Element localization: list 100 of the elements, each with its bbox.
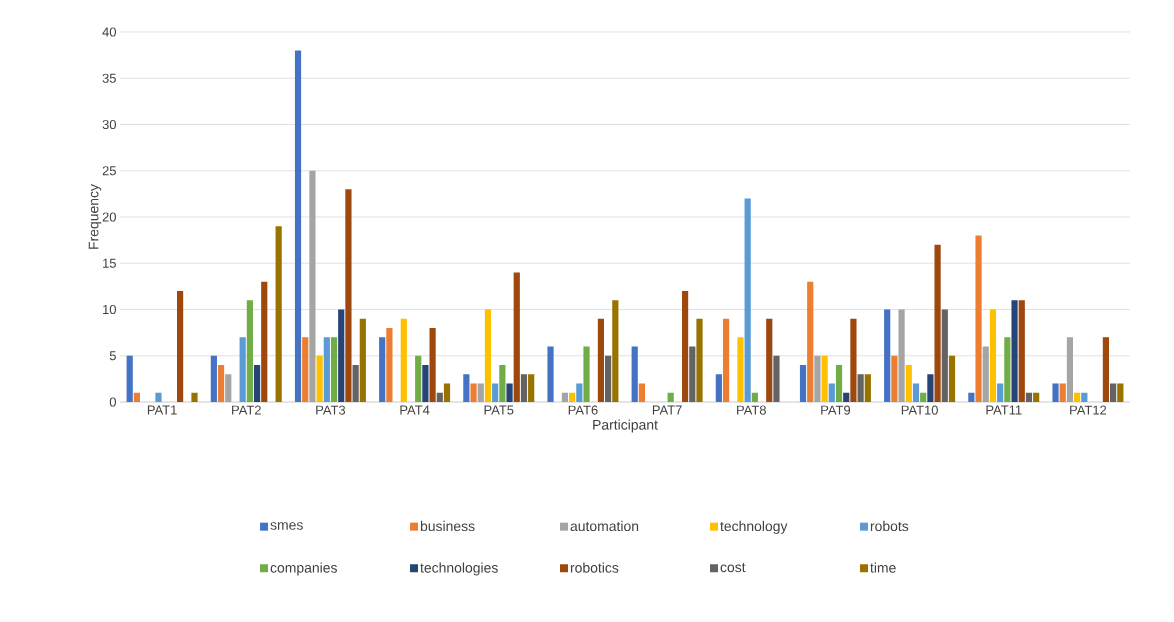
bar [359, 318, 366, 402]
bar [547, 346, 554, 402]
bar [941, 309, 948, 402]
bar [715, 374, 722, 402]
bar [1052, 383, 1059, 402]
bar [1074, 392, 1081, 402]
x-tick-label: PAT10 [901, 405, 938, 415]
bar [155, 392, 162, 402]
y-axis-title: Frequency [88, 184, 102, 249]
bar [253, 364, 261, 402]
bar [302, 337, 309, 402]
legend-label: cost [720, 563, 746, 573]
bar [773, 355, 780, 402]
y-tick-label: 25 [102, 166, 116, 176]
bar [997, 383, 1004, 402]
bar [126, 355, 133, 402]
bar [989, 309, 997, 402]
bar [576, 383, 583, 402]
y-tick-label: 20 [102, 212, 116, 222]
bar [520, 374, 528, 402]
y-tick-label: 40 [102, 27, 116, 37]
bar [463, 374, 470, 402]
bar [631, 346, 638, 402]
bar [934, 244, 941, 402]
x-tick-label: PAT11 [986, 405, 1022, 415]
bar [920, 392, 927, 402]
bar [744, 198, 751, 402]
bar [1117, 383, 1124, 402]
bar [948, 355, 956, 402]
bar [891, 355, 898, 402]
bar [843, 392, 850, 402]
y-tick-label: 5 [109, 351, 116, 361]
bar [225, 374, 232, 402]
bar [1004, 337, 1011, 402]
bar [905, 364, 912, 402]
bar [569, 392, 576, 402]
y-tick-label: 0 [109, 397, 116, 407]
bar [386, 327, 393, 402]
bar [239, 337, 246, 402]
bar [261, 281, 268, 402]
bar [696, 318, 703, 402]
bar [470, 383, 477, 402]
legend-label: technology [720, 520, 788, 534]
y-tick-label: 10 [103, 304, 116, 315]
bar [330, 337, 338, 402]
legend-label: smes [270, 522, 303, 530]
bar [766, 318, 773, 402]
bar [338, 309, 345, 402]
bar [722, 318, 730, 402]
bar [1066, 337, 1074, 402]
bar [927, 374, 934, 402]
bar [597, 318, 605, 402]
bar [857, 374, 864, 402]
bar [484, 309, 492, 402]
bar [638, 383, 645, 402]
bar [275, 226, 282, 402]
y-tick-label: 15 [103, 258, 116, 268]
legend-label: companies [270, 562, 337, 576]
bar [583, 346, 590, 402]
bar [415, 355, 422, 402]
bar [499, 364, 506, 402]
bar [799, 364, 807, 402]
bar [835, 364, 843, 402]
bar [1011, 300, 1018, 402]
bar [1059, 383, 1066, 402]
bar [561, 392, 569, 402]
bar [443, 383, 451, 402]
legend-label: business [420, 520, 475, 532]
bar [217, 364, 225, 402]
bar [807, 281, 814, 402]
bar [429, 327, 436, 402]
x-tick-label: PAT9 [821, 405, 851, 415]
bar [352, 364, 359, 402]
x-tick-label: PAT5 [484, 405, 514, 415]
bar [477, 383, 484, 402]
x-tick-label: PAT4 [400, 405, 430, 415]
bar [422, 364, 429, 402]
bar [1025, 392, 1033, 402]
bar [605, 355, 612, 402]
bar [323, 337, 330, 402]
bar [400, 318, 407, 402]
bar [345, 189, 352, 402]
bar [246, 300, 253, 402]
bar [898, 309, 905, 402]
bar [667, 392, 674, 402]
legend-label: robotics [570, 562, 619, 573]
bar [309, 170, 316, 402]
bar [850, 318, 857, 402]
bar [176, 290, 184, 402]
x-axis-title: Participant [593, 419, 658, 433]
bar [133, 392, 140, 402]
bar [864, 374, 871, 402]
bar [612, 300, 619, 402]
bar [492, 383, 499, 402]
y-tick-label: 30 [102, 119, 116, 130]
bar [689, 346, 696, 402]
bar [1102, 337, 1110, 402]
y-tick-label: 35 [102, 73, 116, 83]
bar [1081, 392, 1088, 402]
bar [528, 374, 535, 402]
